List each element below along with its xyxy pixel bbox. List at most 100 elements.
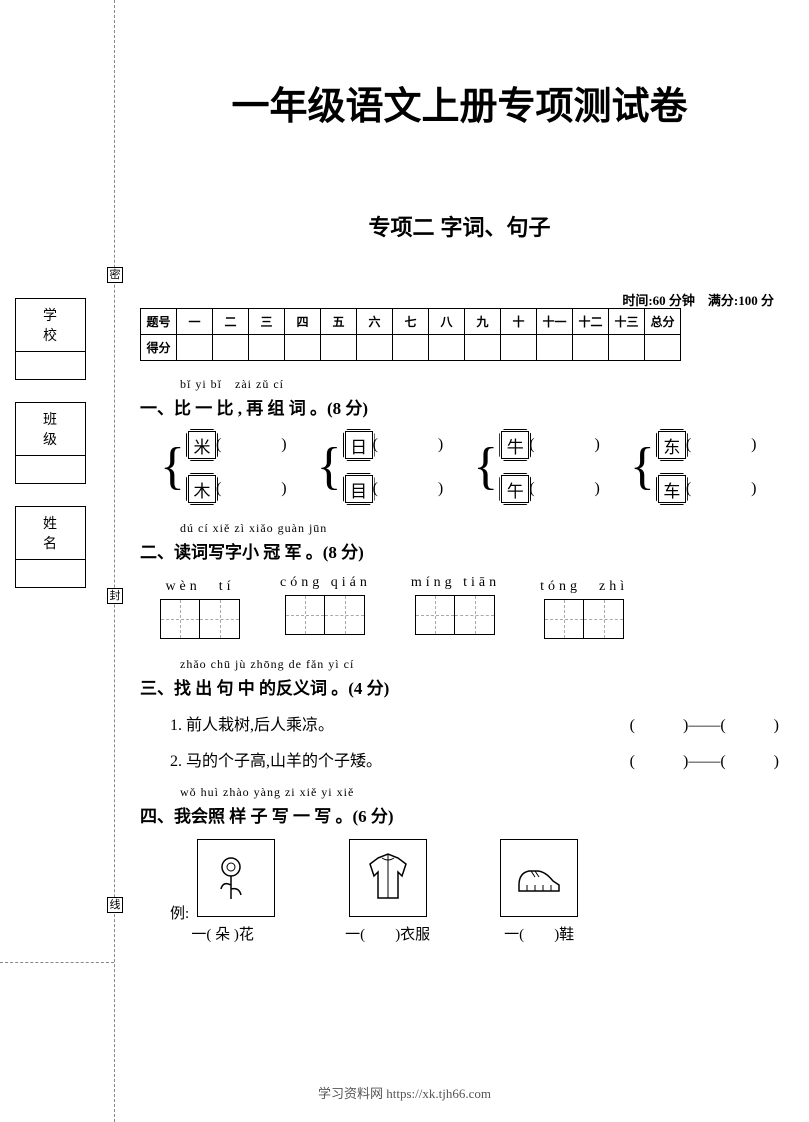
score-blank[interactable] — [429, 335, 465, 361]
tian-grid[interactable] — [415, 595, 495, 635]
score-blank[interactable] — [357, 335, 393, 361]
q1-item: 日 ( ) — [345, 431, 444, 459]
score-blank[interactable] — [501, 335, 537, 361]
class-label: 班 级 — [16, 403, 86, 456]
paren: ) — [281, 480, 286, 498]
row-header-1: 得分 — [141, 335, 177, 361]
q3-container: 1. 前人栽树,后人乘凉。 ( )——( ) 2. 马的个子高,山羊的个子矮。 … — [140, 711, 779, 771]
score-blank[interactable] — [177, 335, 213, 361]
score-blank[interactable] — [321, 335, 357, 361]
q3-sentence: 2. 马的个子高,山羊的个子矮。 — [170, 747, 382, 771]
score-blank[interactable] — [645, 335, 681, 361]
paren: ) — [751, 436, 756, 454]
brace-icon: { — [160, 446, 185, 488]
col-1: 二 — [213, 309, 249, 335]
score-blank[interactable] — [393, 335, 429, 361]
col-7: 八 — [429, 309, 465, 335]
score-blank[interactable] — [285, 335, 321, 361]
char-box: 米 — [188, 431, 216, 459]
school-blank[interactable] — [16, 352, 86, 380]
char-box: 车 — [658, 475, 686, 503]
footer-text: 学习资料网 https://xk.tjh66.com — [0, 1083, 809, 1102]
score-blank[interactable] — [249, 335, 285, 361]
seal-mi: 密 — [107, 267, 123, 283]
char-box: 目 — [345, 475, 373, 503]
col-0: 一 — [177, 309, 213, 335]
q4-item: 一( )衣服 — [345, 839, 430, 944]
score-blank[interactable] — [537, 335, 573, 361]
q1-pair: { 牛 ( ) 午 ( ) — [473, 431, 600, 503]
q2-pinyin: dú cí xiě zì xiǎo guàn jūn — [180, 521, 779, 536]
example-label: 例: — [170, 902, 189, 923]
brace-icon: { — [473, 446, 498, 488]
char-box: 午 — [501, 475, 529, 503]
q1-pinyin: bǐ yi bǐ zài zǔ cí — [180, 375, 779, 392]
tian-cell[interactable] — [584, 599, 624, 639]
tian-cell[interactable] — [285, 595, 325, 635]
tian-grid[interactable] — [544, 599, 624, 639]
name-field: 姓 名 — [15, 506, 86, 588]
q4-container: 例: 一( 朵 )花 一( )衣服 一( )鞋 — [170, 839, 779, 944]
row-header-0: 题号 — [141, 309, 177, 335]
tian-grid[interactable] — [160, 599, 240, 639]
jacket-icon — [358, 848, 418, 908]
tian-cell[interactable] — [325, 595, 365, 635]
q3-answer-blank[interactable]: ( )——( ) — [630, 747, 779, 771]
class-blank[interactable] — [16, 456, 86, 484]
q4-caption: 一( 朵 )花 — [191, 923, 254, 944]
tian-cell[interactable] — [200, 599, 240, 639]
col-4: 五 — [321, 309, 357, 335]
q4-caption: 一( )鞋 — [504, 923, 574, 944]
q1-pair: { 米 ( ) 木 ( ) — [160, 431, 287, 503]
col-12: 十三 — [609, 309, 645, 335]
q2-word: wèn tí — [160, 575, 240, 639]
q3-answer-blank[interactable]: ( )——( ) — [630, 711, 779, 735]
q3-pinyin: zhǎo chū jù zhōng de fǎn yì cí — [180, 657, 779, 672]
score-blank[interactable] — [213, 335, 249, 361]
q2-word: míng tiān — [411, 575, 500, 639]
q2-pinyin-label: cóng qián — [280, 575, 371, 591]
content-area: bǐ yi bǐ zài zǔ cí 一、比 一 比 , 再 组 词 。(8 分… — [140, 375, 779, 944]
binding-margin-line — [114, 0, 115, 1122]
tian-cell[interactable] — [544, 599, 584, 639]
col-13: 总分 — [645, 309, 681, 335]
q3-sentence: 1. 前人栽树,后人乘凉。 — [170, 711, 334, 735]
q4-blank[interactable] — [365, 927, 395, 943]
picture-box — [500, 839, 578, 917]
tian-cell[interactable] — [415, 595, 455, 635]
q4-blank[interactable] — [524, 927, 554, 943]
q4-item: 例: 一( 朵 )花 — [170, 839, 275, 944]
col-6: 七 — [393, 309, 429, 335]
q1-container: { 米 ( ) 木 ( ) { 日 ( ) 目 — [160, 431, 779, 503]
score-blank[interactable] — [609, 335, 645, 361]
q4-title: 四、我会照 样 子 写 一 写 。(6 分) — [140, 802, 779, 827]
q4-blank: 朵 — [211, 927, 234, 943]
q2-title: 二、读词写字小 冠 军 。(8 分) — [140, 538, 779, 563]
col-8: 九 — [465, 309, 501, 335]
tian-cell[interactable] — [160, 599, 200, 639]
char-box: 东 — [658, 431, 686, 459]
q2-pinyin-label: wèn tí — [165, 575, 234, 595]
brace-icon: { — [630, 446, 655, 488]
picture-box — [197, 839, 275, 917]
score-blank[interactable] — [573, 335, 609, 361]
col-3: 四 — [285, 309, 321, 335]
seal-feng: 封 — [107, 588, 123, 604]
q2-container: wèn tí cóng qián míng tiān tóng zhì — [160, 575, 779, 639]
score-blank[interactable] — [465, 335, 501, 361]
q2-pinyin-label: míng tiān — [411, 575, 500, 591]
q1-item: 东 ( ) — [658, 431, 757, 459]
col-10: 十一 — [537, 309, 573, 335]
paren: ) — [281, 436, 286, 454]
tian-cell[interactable] — [455, 595, 495, 635]
q1-item: 午 ( ) — [501, 475, 600, 503]
page: 密 封 线 学 校 班 级 姓 名 一年级语文上册专项测试卷 专项二 字词、句子… — [0, 0, 809, 1122]
shoes-icon — [509, 851, 569, 905]
score-value-row: 得分 — [141, 335, 681, 361]
q1-item: 米 ( ) — [188, 431, 287, 459]
name-blank[interactable] — [16, 560, 86, 588]
tian-grid[interactable] — [285, 595, 365, 635]
paren: ) — [595, 480, 600, 498]
q1-title: 一、比 一 比 , 再 组 词 。(8 分) — [140, 394, 779, 419]
q2-pinyin-label: tóng zhì — [540, 575, 628, 595]
